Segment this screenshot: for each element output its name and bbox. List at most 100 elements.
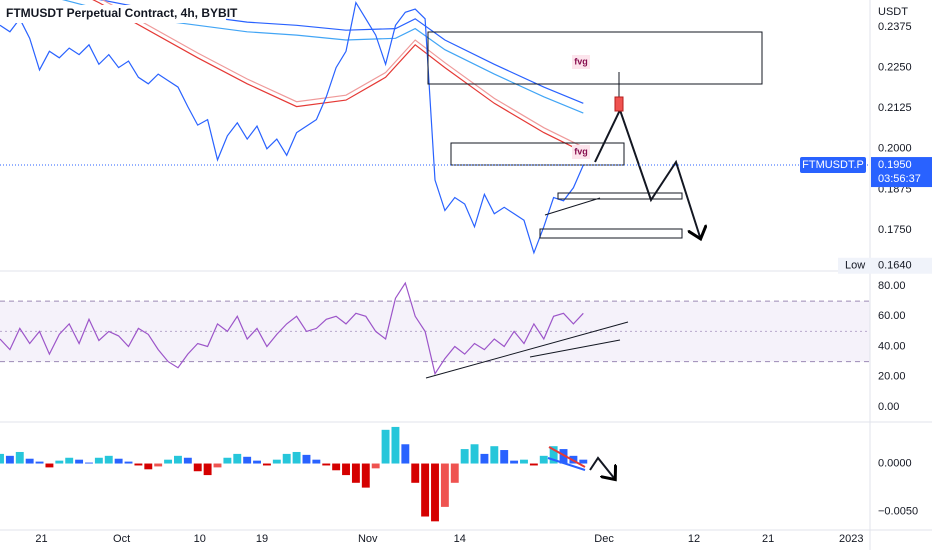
trend-line: [544, 197, 601, 216]
histogram-bar: [579, 459, 588, 464]
x-tick-label: Nov: [358, 533, 378, 545]
y-tick-label: 80.00: [878, 280, 906, 292]
label-bg: [572, 55, 590, 69]
y-tick-label: 0.2125: [878, 102, 912, 114]
y-tick-label: 0.0000: [878, 457, 912, 469]
panel: [0, 281, 870, 376]
panel: [0, 0, 584, 255]
x-tick-label: 14: [454, 533, 466, 545]
x-tick-label: 21: [762, 533, 774, 545]
trend-line: [529, 339, 621, 358]
histogram-bar: [549, 446, 558, 464]
histogram-bar: [312, 459, 321, 464]
histogram-bar: [539, 455, 548, 464]
histogram-bar: [203, 463, 212, 476]
histogram-bar: [332, 463, 341, 471]
y-tick-label: 0.2375: [878, 21, 912, 33]
histogram-bar: [144, 463, 153, 470]
y-tick-label: 0.1750: [878, 224, 912, 236]
y-tick-label: 20.00: [878, 371, 906, 383]
annotation: fvg: [574, 146, 588, 156]
histogram-bar: [45, 463, 54, 468]
histogram-bar: [529, 463, 538, 466]
plots: [0, 0, 870, 522]
series-line: [0, 281, 584, 376]
drawings: [425, 31, 763, 478]
histogram-bar: [104, 455, 113, 464]
countdown-label: 03:56:37: [878, 173, 921, 185]
histogram-bar: [25, 458, 34, 464]
annotation: fvg: [574, 56, 588, 66]
histogram-bar: [342, 463, 350, 476]
histogram-bar: [302, 454, 311, 464]
x-tick-label: 10: [194, 533, 206, 545]
y-tick-label: 0.2250: [878, 61, 912, 73]
histogram-bar: [460, 449, 469, 464]
symbol-tag: [800, 157, 866, 174]
y-tick-label: 0.00: [878, 401, 899, 413]
histogram-bar: [421, 463, 430, 517]
x-tick-label: 2023: [839, 533, 863, 545]
label-bg: [572, 145, 590, 159]
low-label: Low: [845, 260, 865, 272]
low-value: 0.1640: [878, 260, 912, 272]
histogram-bar: [371, 463, 380, 469]
histogram-bar: [510, 460, 519, 464]
histogram-bar: [253, 460, 261, 464]
histogram-bar: [0, 453, 4, 464]
histogram-bar: [94, 457, 103, 464]
histogram-bar: [450, 463, 459, 483]
histogram-bar: [361, 463, 370, 488]
histogram-bar: [470, 444, 479, 464]
panel: [0, 426, 588, 522]
histogram-bar: [174, 455, 182, 464]
histogram-bar: [490, 446, 499, 464]
price-label: 0.1950: [878, 159, 912, 171]
y-tick-label: 60.00: [878, 310, 906, 322]
projection-path: [589, 456, 614, 478]
price-tag: [871, 157, 932, 188]
histogram-bar: [5, 455, 14, 464]
histogram-bar: [183, 457, 192, 464]
histogram-bar: [213, 463, 222, 468]
symbol-label: FTMUSDT.P: [802, 159, 864, 171]
series-line: [92, 0, 584, 153]
histogram-bar: [351, 463, 360, 483]
histogram-bar: [154, 463, 163, 467]
x-tick-label: Oct: [113, 533, 130, 545]
histogram-bar: [520, 459, 528, 464]
histogram-bar: [292, 451, 301, 464]
x-tick-label: 21: [35, 533, 47, 545]
histogram-bar: [243, 456, 252, 464]
histogram-bar: [500, 450, 509, 464]
histogram-bar: [85, 462, 93, 464]
trend-line: [425, 321, 629, 379]
histogram-bar: [282, 453, 291, 464]
histogram-bar: [35, 461, 44, 464]
x-tick-label: Dec: [594, 533, 614, 545]
histogram-bar: [391, 426, 400, 464]
series-line: [0, 0, 584, 255]
histogram-bar: [75, 459, 84, 464]
histogram-bar: [134, 463, 143, 466]
chart-title: FTMUSDT Perpetual Contract, 4h, BYBIT: [6, 6, 238, 20]
y-tick-label: 0.2000: [878, 143, 912, 155]
y-tick-label: 40.00: [878, 340, 906, 352]
projection-path: [594, 107, 700, 237]
series-line: [101, 0, 584, 148]
histogram-bar: [65, 457, 74, 464]
histogram-bar: [114, 458, 123, 464]
histogram-bar: [322, 463, 331, 466]
histogram-bar: [559, 449, 568, 464]
x-tick-label: 12: [688, 533, 700, 545]
histogram-bar: [124, 461, 133, 464]
histogram-bar: [193, 463, 202, 472]
histogram-bar: [411, 463, 420, 483]
trend-line: [547, 457, 586, 471]
zone-box: [557, 192, 683, 200]
histogram-bar: [272, 459, 281, 464]
candle: [614, 96, 624, 112]
trend-line: [548, 446, 586, 468]
